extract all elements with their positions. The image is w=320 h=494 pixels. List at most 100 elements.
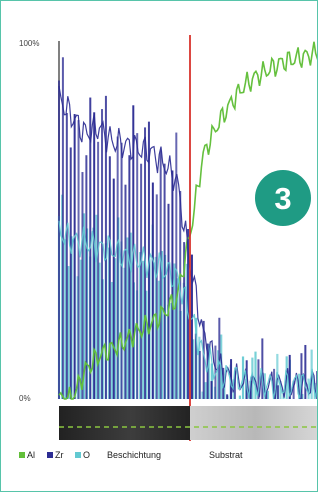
series-bar-o xyxy=(157,280,160,399)
legend-label-substrate: Substrat xyxy=(209,450,243,460)
substrate-band xyxy=(190,406,317,440)
axes-group: 100% 0% xyxy=(19,39,60,403)
series-bar-zr xyxy=(210,381,213,399)
series-bar-o xyxy=(82,213,86,399)
series-bar-zr xyxy=(288,354,291,399)
series-bar-o xyxy=(170,303,173,399)
legend-label-al: Al xyxy=(27,450,35,460)
series-bar-zr xyxy=(194,333,197,399)
series-bar-o xyxy=(223,380,226,399)
series-bar-o xyxy=(145,290,148,399)
series-bar-zr xyxy=(151,182,154,399)
series-bar-zr xyxy=(155,194,158,399)
series-bar-o xyxy=(307,378,310,399)
series-bar-o xyxy=(279,381,282,399)
series-bar-zr xyxy=(304,344,307,399)
legend-label-zr: Zr xyxy=(55,450,64,460)
y-tick-label-0: 0% xyxy=(19,394,31,403)
legend-item-coating: Beschichtung xyxy=(107,450,161,460)
series-bar-o xyxy=(238,395,242,399)
series-bar-zr xyxy=(175,132,178,400)
series-bar-o xyxy=(154,256,157,399)
series-bar-zr xyxy=(214,345,217,399)
series-bar-zr xyxy=(69,147,72,399)
series-bar-zr xyxy=(104,95,107,400)
series-bar-o xyxy=(201,391,204,399)
series-bar-o xyxy=(138,252,142,399)
series-bar-o xyxy=(110,281,114,399)
series-bar-zr xyxy=(171,170,174,399)
series-bar-zr xyxy=(128,155,131,399)
series-bar-zr xyxy=(167,203,170,399)
series-group xyxy=(57,35,317,441)
series-bar-zr xyxy=(65,112,68,399)
legend-label-o: O xyxy=(83,450,90,460)
series-bar-zr xyxy=(226,394,229,399)
series-bar-o xyxy=(173,263,176,399)
series-bar-zr xyxy=(163,163,166,399)
series-bar-zr xyxy=(206,343,209,399)
series-bar-zr xyxy=(93,112,96,399)
coating-band xyxy=(59,406,190,440)
legend: Al Zr O Beschichtung Substrat xyxy=(19,450,243,460)
legend-swatch-zr xyxy=(47,452,53,458)
series-bar-o xyxy=(126,237,129,399)
series-bar-zr xyxy=(257,359,260,399)
series-bar-zr xyxy=(276,385,279,399)
series-bar-o xyxy=(79,259,82,399)
series-bar-o xyxy=(176,278,179,399)
series-bar-zr xyxy=(85,155,88,399)
series-bar-zr xyxy=(265,391,268,399)
legend-item-o: O xyxy=(75,450,90,460)
step-badge-number: 3 xyxy=(274,181,291,216)
series-bar-zr xyxy=(233,370,236,399)
series-bar-o xyxy=(216,350,220,399)
series-bar-zr xyxy=(140,163,143,399)
step-badge-circle xyxy=(255,170,311,226)
material-band xyxy=(59,406,317,440)
series-bar-zr xyxy=(61,57,64,399)
series-bar-zr xyxy=(77,120,80,399)
series-bar-zr xyxy=(58,80,60,400)
series-bar-zr xyxy=(101,109,104,399)
series-bar-zr xyxy=(198,350,201,399)
y-tick-label-100: 100% xyxy=(19,39,39,48)
series-bar-o xyxy=(276,353,279,399)
series-bar-zr xyxy=(81,172,84,399)
series-bar-zr xyxy=(261,338,264,399)
series-bar-zr xyxy=(97,141,100,399)
series-bar-zr xyxy=(190,254,193,399)
series-bar-zr xyxy=(292,380,295,399)
series-bar-zr xyxy=(73,114,76,399)
series-bar-o xyxy=(114,258,117,399)
series-bar-o xyxy=(207,343,210,399)
series-bar-zr xyxy=(273,368,276,399)
series-bar-o xyxy=(254,351,257,399)
series-bar-o xyxy=(129,232,132,399)
legend-item-substrate: Substrat xyxy=(209,450,243,460)
series-bar-o xyxy=(95,214,98,399)
series-bar-o xyxy=(266,390,270,399)
series-bar-zr xyxy=(183,242,186,399)
series-bar-o xyxy=(67,266,70,399)
series-bar-o xyxy=(185,263,188,399)
series-bar-zr xyxy=(112,178,115,399)
legend-label-coating: Beschichtung xyxy=(107,450,161,460)
series-bar-zr xyxy=(159,150,162,399)
series-bar-zr xyxy=(108,156,111,399)
legend-swatch-o xyxy=(75,452,81,458)
series-bar-o xyxy=(204,382,207,399)
series-bar-zr xyxy=(202,320,205,399)
series-bar-o xyxy=(192,339,195,399)
series-bar-zr xyxy=(120,142,123,399)
series-bar-o xyxy=(263,373,266,399)
legend-item-zr: Zr xyxy=(47,450,64,460)
series-bar-zr xyxy=(316,371,317,399)
legend-item-al: Al xyxy=(19,450,35,460)
series-bar-zr xyxy=(116,136,119,399)
legend-swatch-al xyxy=(19,452,25,458)
step-badge: 3 xyxy=(255,170,311,226)
series-bar-o xyxy=(64,239,67,399)
